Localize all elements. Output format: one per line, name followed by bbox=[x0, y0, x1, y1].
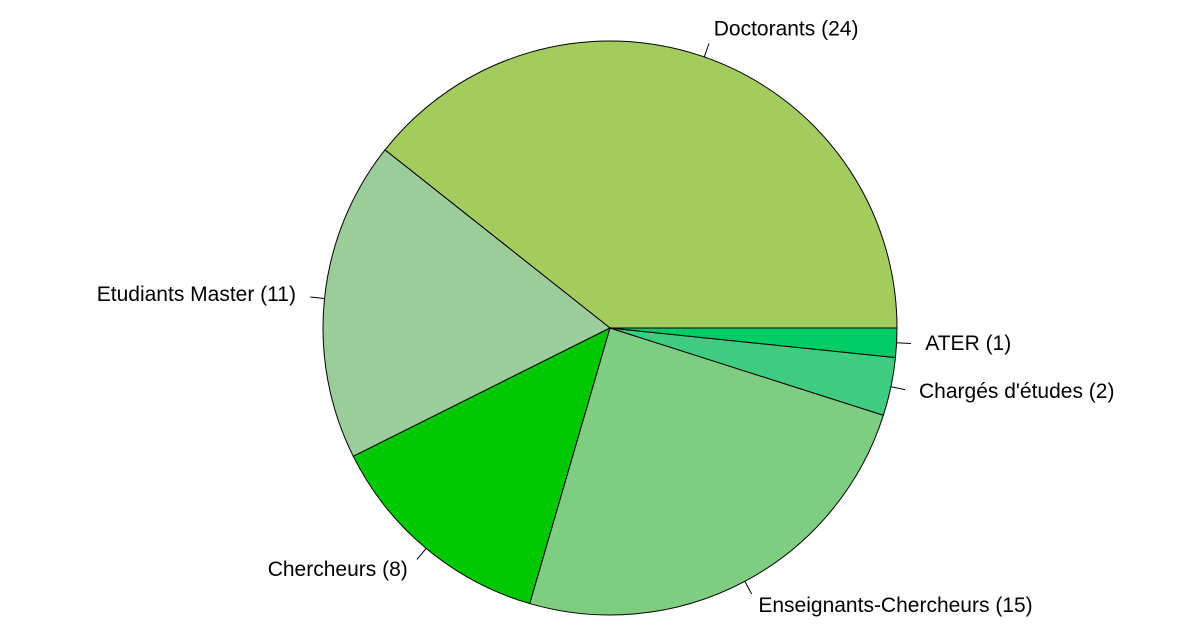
slice-label: Etudiants Master (11) bbox=[97, 283, 296, 306]
pie-slice bbox=[352, 327, 611, 605]
slice-label: Enseignants-Chercheurs (15) bbox=[758, 594, 1032, 617]
label-line bbox=[744, 581, 753, 595]
pie-slice bbox=[384, 40, 898, 329]
slice-label: Chargés d'études (2) bbox=[919, 380, 1114, 403]
label-line bbox=[310, 296, 325, 299]
slice-label: Doctorants (24) bbox=[714, 17, 859, 40]
slice-label: ATER (1) bbox=[925, 332, 1011, 355]
pie-slice bbox=[529, 327, 885, 616]
slice-label: Chercheurs (8) bbox=[268, 558, 408, 581]
label-line bbox=[896, 342, 911, 345]
label-line bbox=[416, 548, 427, 560]
label-line bbox=[703, 43, 710, 58]
label-line bbox=[890, 386, 906, 391]
